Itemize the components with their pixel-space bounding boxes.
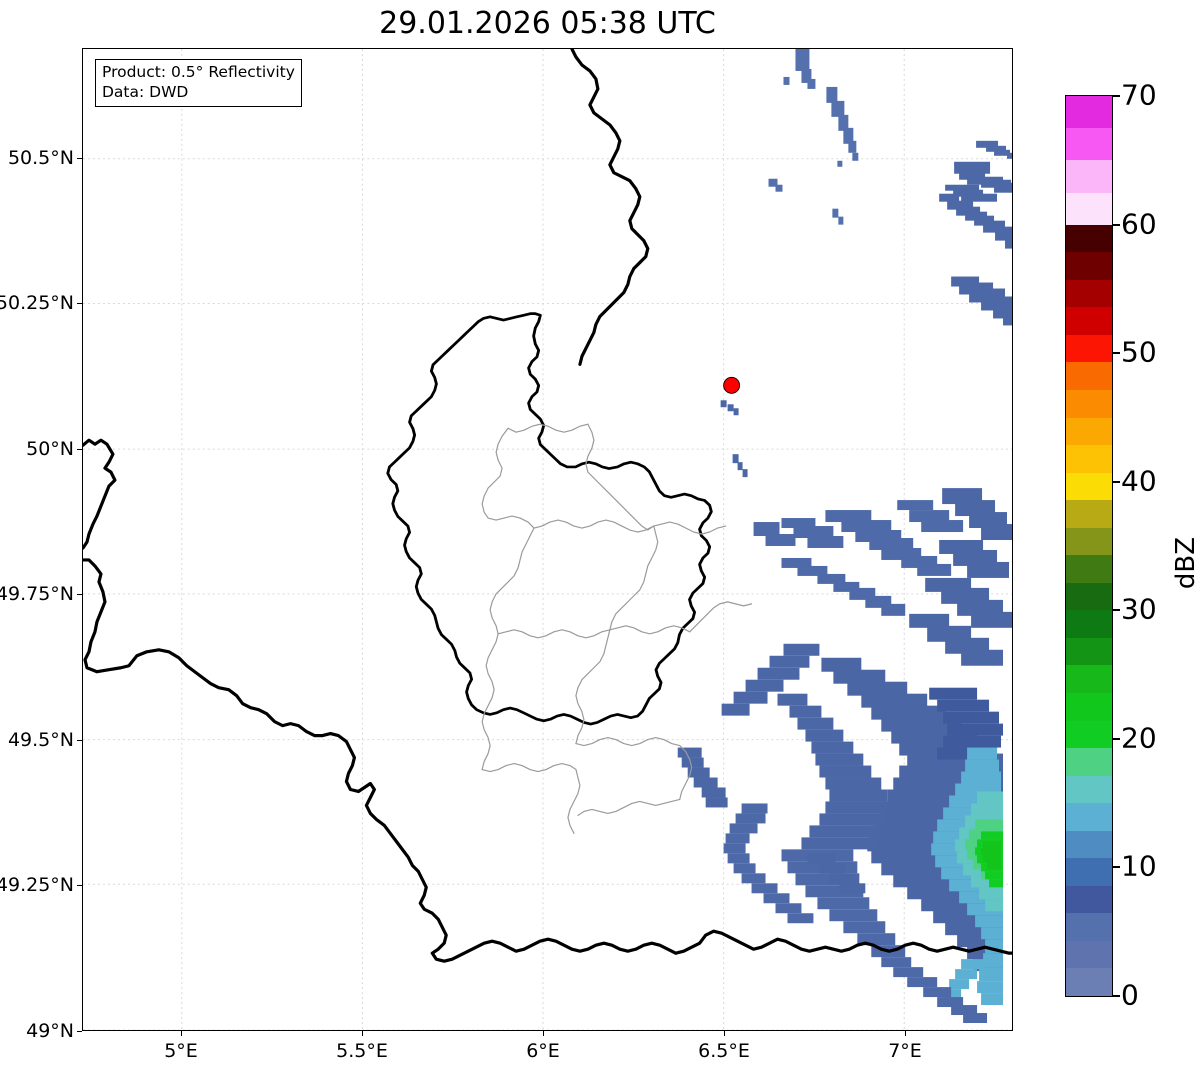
colorbar-segment [1066,389,1112,418]
colorbar-tick-label: 60 [1121,207,1157,241]
colorbar-segment [1066,252,1112,280]
colorbar-segment [1066,637,1112,666]
colorbar-segment [1066,665,1112,693]
y-tickmark [77,885,82,886]
info-product-line: Product: 0.5° Reflectivity [102,63,295,81]
y-tick-label: 50°N [26,438,74,460]
colorbar-tick-label: 10 [1121,849,1157,883]
colorbar-tick-label: 20 [1121,721,1157,755]
colorbar-segment [1066,128,1112,161]
x-tickmark [724,1031,725,1036]
y-tick-label: 49.75°N [0,583,74,605]
colorbar-segment [1066,555,1112,583]
reflectivity-colorbar[interactable] [1065,95,1113,997]
colorbar-segment [1066,96,1112,129]
colorbar-tickmark [1113,738,1120,740]
colorbar-segment [1066,775,1112,804]
y-tick-label: 50.5°N [7,147,74,169]
y-tickmark [77,1031,82,1032]
colorbar-segment [1066,885,1112,914]
colorbar-tickmark [1113,995,1120,997]
x-tick-label: 5°E [164,1040,198,1062]
y-tickmark [77,594,82,595]
colorbar-segment [1066,362,1112,390]
x-tick-label: 6°E [526,1040,560,1062]
colorbar-segment [1066,830,1112,859]
colorbar-tick-label: 40 [1121,464,1157,498]
colorbar-segment [1066,224,1112,253]
colorbar-axis-label: dBZ [1171,536,1202,590]
colorbar-segment [1066,445,1112,473]
colorbar-segment [1066,160,1112,193]
x-tick-label: 7°E [888,1040,922,1062]
luxembourg-border [386,312,713,726]
colorbar-segment [1066,968,1112,996]
radar-echo-east-band [753,488,1012,666]
x-tickmark [181,1031,182,1036]
colorbar-segment [1066,748,1112,776]
colorbar-segment [1066,858,1112,886]
colorbar-segment [1066,803,1112,831]
colorbar-segment [1066,527,1112,556]
x-tickmark [905,1031,906,1036]
x-tickmark [543,1031,544,1036]
page-title: 29.01.2026 05:38 UTC [379,6,716,41]
product-info-box: Product: 0.5° Reflectivity Data: DWD [95,59,302,108]
colorbar-tickmark [1113,866,1120,868]
colorbar-tick-label: 30 [1121,592,1157,626]
colorbar-segment [1066,417,1112,446]
colorbar-segment [1066,582,1112,611]
colorbar-tickmark [1113,352,1120,354]
colorbar-tickmark [1113,609,1120,611]
info-data-line: Data: DWD [102,82,189,101]
colorbar-segment [1066,192,1112,225]
colorbar-segment [1066,913,1112,941]
colorbar-tickmark [1113,95,1120,97]
y-tick-label: 49°N [26,1020,74,1042]
colorbar-tickmark [1113,224,1120,226]
radar-echo-southeast-band [677,643,1004,1024]
colorbar-segment [1066,610,1112,638]
country-borders [83,49,1012,963]
colorbar-tick-label: 70 [1121,78,1157,112]
district-borders [481,423,753,834]
y-tick-label: 49.5°N [7,729,74,751]
map-canvas [83,49,1012,1030]
colorbar-segment [1066,279,1112,308]
colorbar-tick-label: 0 [1121,978,1139,1012]
colorbar-segment [1066,940,1112,969]
colorbar-segment [1066,692,1112,721]
radar-site-marker[interactable] [723,376,741,394]
colorbar-segment [1066,472,1112,501]
y-tickmark [77,449,82,450]
colorbar-segment [1066,307,1112,335]
y-tickmark [77,740,82,741]
x-tickmark [362,1031,363,1036]
y-tick-label: 50.25°N [0,292,74,314]
y-tickmark [77,303,82,304]
radar-echo-northeast [720,49,1012,478]
colorbar-tickmark [1113,481,1120,483]
map-plot-area[interactable]: Product: 0.5° Reflectivity Data: DWD [82,48,1013,1031]
y-tickmark [77,158,82,159]
y-tick-label: 49.25°N [0,874,74,896]
colorbar-tick-label: 50 [1121,335,1157,369]
x-tick-label: 6.5°E [698,1040,750,1062]
x-tick-label: 5.5°E [336,1040,388,1062]
colorbar-segment [1066,500,1112,528]
colorbar-segment [1066,720,1112,749]
colorbar-segment [1066,334,1112,363]
